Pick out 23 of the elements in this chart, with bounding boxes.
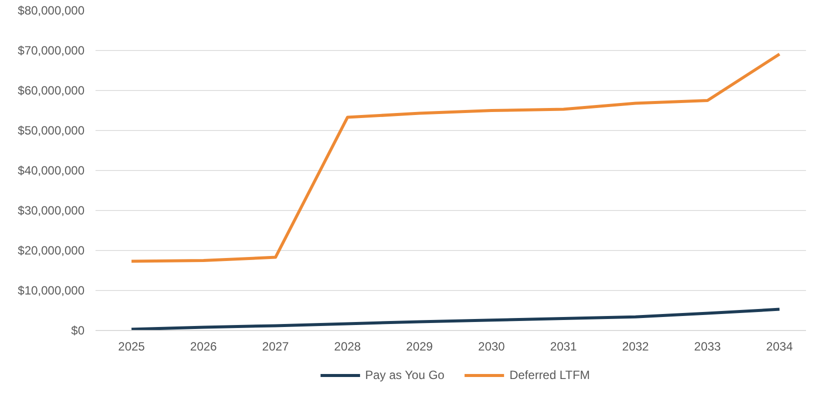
y-tick-label: $20,000,000 bbox=[18, 244, 85, 258]
x-tick-label: 2025 bbox=[118, 340, 146, 354]
y-tick-label: $50,000,000 bbox=[18, 124, 85, 138]
legend-label: Deferred LTFM bbox=[509, 368, 590, 382]
y-tick-label: $60,000,000 bbox=[18, 84, 85, 98]
x-tick-label: 2032 bbox=[622, 340, 650, 354]
legend-label: Pay as You Go bbox=[365, 368, 444, 382]
y-tick-label: $30,000,000 bbox=[18, 204, 85, 218]
x-tick-label: 2031 bbox=[550, 340, 578, 354]
x-tick-label: 2029 bbox=[406, 340, 434, 354]
y-tick-label: $80,000,000 bbox=[18, 4, 85, 18]
x-tick-label: 2033 bbox=[694, 340, 722, 354]
x-tick-label: 2034 bbox=[766, 340, 794, 354]
x-tick-label: 2030 bbox=[478, 340, 506, 354]
x-tick-label: 2026 bbox=[190, 340, 218, 354]
x-tick-label: 2028 bbox=[334, 340, 362, 354]
line-series bbox=[130, 52, 781, 263]
line-series bbox=[130, 308, 781, 330]
y-tick-label: $0 bbox=[71, 324, 85, 338]
y-tick-label: $10,000,000 bbox=[18, 284, 85, 298]
y-tick-label: $70,000,000 bbox=[18, 44, 85, 58]
x-tick-label: 2027 bbox=[262, 340, 290, 354]
y-tick-label: $40,000,000 bbox=[18, 164, 85, 178]
